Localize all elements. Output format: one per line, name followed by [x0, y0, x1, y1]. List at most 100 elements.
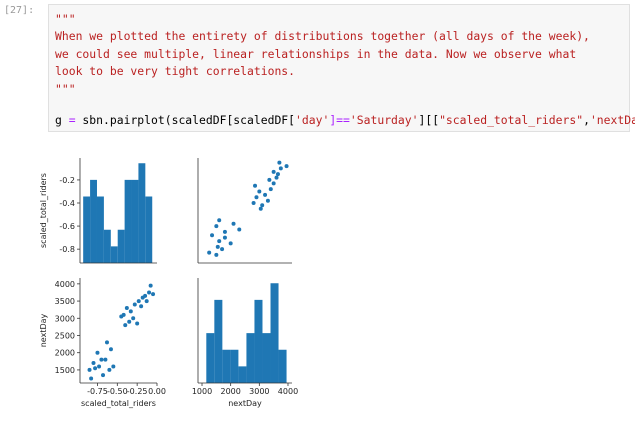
scatter-point: [99, 357, 104, 362]
scatter-point: [263, 192, 268, 197]
code-cell[interactable]: """ When we plotted the entirety of distr…: [48, 4, 635, 132]
x-tick-label: 4000: [278, 387, 298, 396]
y-tick-label: 1500: [55, 366, 75, 375]
hist-bar: [246, 333, 255, 383]
scatter-point: [87, 367, 92, 372]
hist-bar: [83, 196, 91, 263]
cell-prompt: [27]:: [4, 5, 35, 16]
docstring-line: """: [55, 12, 76, 26]
x-tick-label: 1000: [192, 387, 212, 396]
y-tick-label: 3000: [55, 314, 75, 323]
scatter-point: [131, 316, 136, 321]
scatter-point: [108, 347, 113, 352]
x-axis-label: nextDay: [228, 399, 262, 408]
scatter-point: [268, 187, 273, 192]
docstring-line: we could see multiple, linear relationsh…: [55, 46, 577, 61]
scatter-point: [275, 172, 280, 177]
scatter-point: [207, 250, 212, 255]
scatter-point: [143, 293, 148, 298]
scatter-point: [103, 357, 108, 362]
x-tick-label: -0.50: [107, 387, 128, 396]
scatter-point: [127, 319, 132, 324]
code-token: ]==: [329, 113, 350, 127]
scatter-point: [148, 283, 153, 288]
hist-bar: [138, 163, 146, 263]
scatter-point: [278, 166, 283, 171]
scatter-point: [222, 229, 227, 234]
hist-bar: [131, 179, 139, 263]
hist-bar: [206, 333, 215, 383]
hist-bar: [145, 196, 153, 263]
scatter-point: [271, 181, 276, 186]
scatter-point: [284, 164, 289, 169]
scatter-point: [228, 241, 233, 246]
hist-bar: [222, 349, 231, 383]
hist-bar: [103, 229, 111, 263]
scatter-point: [214, 224, 219, 229]
code-token: =: [68, 113, 76, 127]
x-tick-label: 0.00: [148, 387, 166, 396]
scatter-point: [91, 361, 96, 366]
scatter-point: [89, 376, 94, 381]
x-tick-label: -0.25: [127, 387, 148, 396]
scatter-point: [136, 299, 141, 304]
hist-bar: [238, 366, 247, 383]
hist-bar: [230, 349, 239, 383]
scatter-point: [135, 321, 140, 326]
scatter-point: [210, 233, 215, 238]
scatter-point: [237, 227, 242, 232]
x-tick-label: 3000: [249, 387, 269, 396]
code-token: 'Saturday': [349, 113, 419, 127]
hist-bar: [270, 283, 279, 383]
scatter-point: [220, 247, 225, 252]
scatter-point: [217, 239, 222, 244]
hist-bar: [110, 246, 118, 263]
hist-bar: [278, 349, 287, 383]
scatter-point: [95, 350, 100, 355]
scatter-point: [251, 201, 256, 205]
code-line: g = sbn.pairplot(scaledDF[scaledDF['day'…: [55, 113, 635, 127]
hist-bar: [254, 299, 263, 383]
scatter-point: [124, 305, 129, 310]
y-tick-label: 3500: [55, 297, 75, 306]
code-token: ][[: [418, 113, 440, 127]
y-tick-label: -0.8: [59, 245, 75, 254]
hist-bar: [262, 333, 271, 383]
code-token: 'nextDay': [589, 113, 635, 127]
code-token: sbn.pairplot(scaledDF[scaledDF[: [75, 113, 296, 127]
code-token: ,: [583, 113, 590, 127]
scatter-point: [254, 195, 259, 200]
code-token: "scaled_total_riders": [439, 113, 584, 127]
scatter-point: [253, 183, 258, 188]
hist-bar: [90, 179, 97, 263]
x-tick-label: 2000: [220, 387, 240, 396]
scatter-point: [107, 367, 112, 372]
y-tick-label: -0.2: [59, 176, 75, 185]
code-token: g: [55, 113, 69, 127]
scatter-point: [93, 366, 98, 371]
x-axis-label: scaled_total_riders: [81, 399, 156, 408]
scatter-point: [277, 160, 282, 165]
scatter-point: [147, 290, 152, 295]
hist-bar: [96, 196, 104, 263]
scatter-point: [214, 252, 219, 257]
scatter-point: [151, 292, 156, 297]
scatter-point: [139, 304, 144, 309]
scatter-point: [217, 218, 222, 223]
scatter-point: [271, 169, 276, 174]
code-token: 'day': [295, 113, 330, 127]
scatter-point: [144, 299, 149, 304]
scatter-point: [111, 364, 116, 369]
scatter-point: [121, 312, 126, 317]
scatter-point: [132, 302, 137, 307]
y-tick-label: 2500: [55, 331, 75, 340]
scatter-point: [123, 323, 128, 328]
y-tick-label: -0.6: [59, 222, 75, 231]
scatter-point: [215, 244, 220, 249]
y-tick-label: 2000: [55, 349, 75, 358]
scatter-point: [128, 309, 133, 314]
scatter-point: [222, 235, 227, 240]
docstring-line: look to be very tight correlations.: [55, 64, 296, 79]
